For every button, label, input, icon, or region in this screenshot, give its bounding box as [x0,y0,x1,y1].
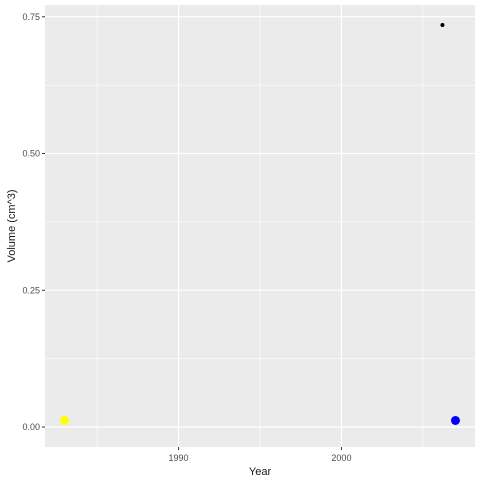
y-tick-label: 0.00 [22,422,40,432]
x-tick-labels: 1990 2000 [169,453,352,463]
x-tick-label: 2000 [331,453,351,463]
grid-major [45,5,475,447]
y-tick-labels: 0.00 0.25 0.50 0.75 [22,12,40,432]
y-tick-label: 0.50 [22,149,40,159]
y-tick-label: 0.75 [22,12,40,22]
data-point [450,415,460,425]
data-points [60,22,460,425]
grid-minor [45,5,475,447]
axis-ticks [42,16,342,450]
y-tick-label: 0.25 [22,285,40,295]
x-axis-title: Year [249,466,272,478]
x-tick-label: 1990 [169,453,189,463]
y-axis-title: Volume (cm^3) [6,189,18,262]
data-point [60,415,70,425]
data-point [440,22,445,27]
